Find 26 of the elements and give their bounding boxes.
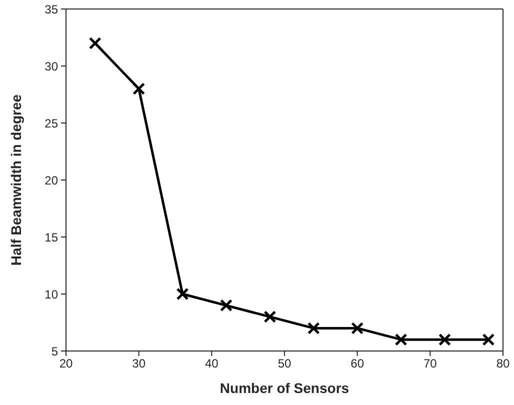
- point: [438, 333, 451, 346]
- x-tick-label: 60: [350, 356, 364, 371]
- point: [351, 322, 364, 334]
- y-tick-label: 25: [44, 116, 58, 130]
- y-tick-label: 35: [44, 2, 58, 16]
- point: [394, 333, 408, 346]
- x-tick-label: 30: [132, 356, 146, 371]
- point: [264, 310, 276, 324]
- point: [176, 288, 189, 300]
- y-tick-label: 30: [44, 59, 58, 74]
- point: [132, 82, 146, 96]
- y-tick-label: 15: [44, 230, 58, 244]
- x-tick-label: 20: [59, 356, 73, 371]
- point: [88, 36, 102, 50]
- point: [482, 333, 495, 346]
- point: [307, 322, 320, 334]
- x-tick-label: 50: [278, 356, 292, 371]
- y-tick-label: 10: [44, 287, 58, 302]
- y-tick-label: 20: [44, 173, 58, 188]
- y-axis-title: Half Beamwidth in degree: [8, 94, 24, 266]
- x-tick-label: 80: [496, 356, 510, 371]
- y-tick-label: 5: [51, 344, 58, 358]
- x-axis-title: Number of Sensors: [220, 380, 350, 396]
- x-tick-label: 70: [423, 356, 438, 371]
- x-tick-label: 40: [204, 356, 219, 371]
- point: [220, 299, 232, 312]
